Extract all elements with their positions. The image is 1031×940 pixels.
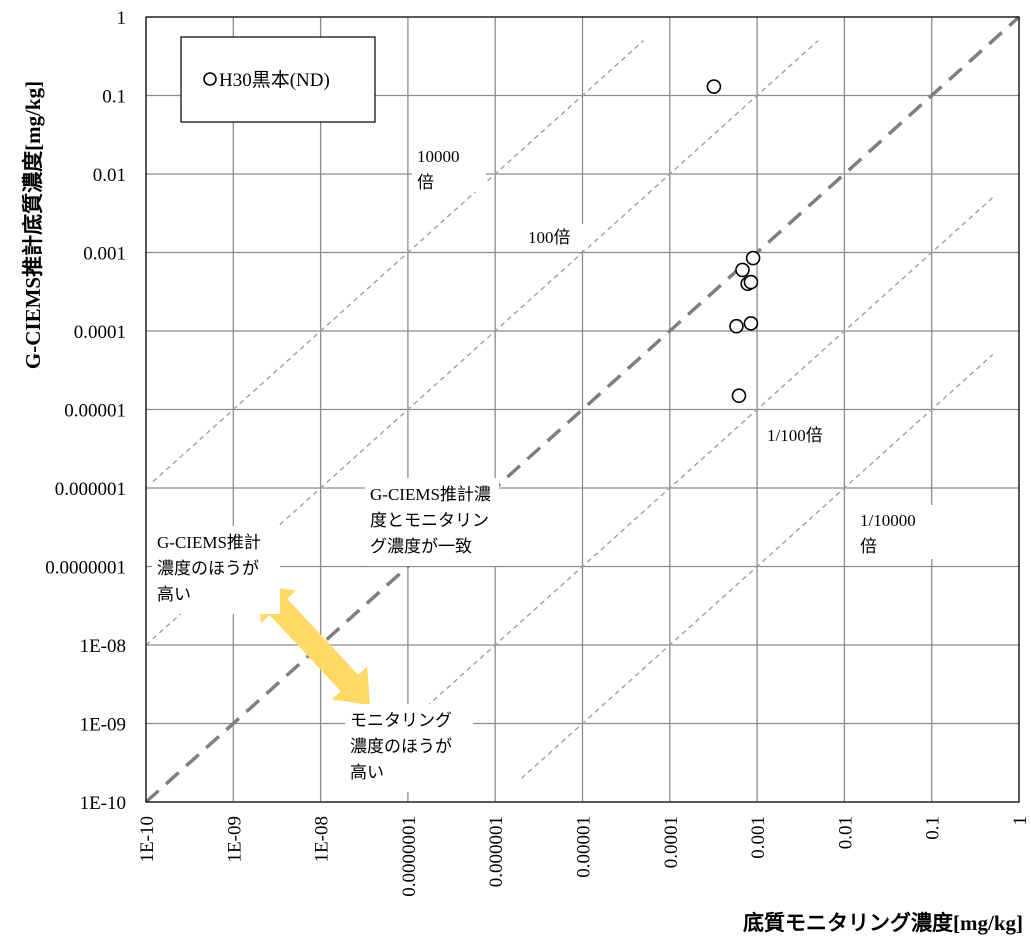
y-tick-label: 1E-08 (80, 636, 126, 657)
y-axis-title: G-CIEMS推計底質濃度[mg/kg] (21, 81, 45, 369)
annotation-background (365, 478, 499, 566)
legend: H30黒本(ND) (180, 36, 376, 123)
annotation-text: 濃度のほうが (350, 737, 452, 756)
annotation-text: 倍 (417, 173, 434, 192)
legend-marker (203, 72, 217, 86)
x-tick-label: 0.000001 (486, 816, 507, 887)
annotation-text: 高い (350, 763, 384, 782)
annotation-text: モニタリング (350, 711, 452, 730)
y-tick-label: 1 (117, 8, 127, 29)
annotation-background (760, 422, 842, 450)
x-tick-labels: 1E-10 1E-09 1E-08 0.0000001 0.000001 0.00001 0… (137, 816, 1031, 897)
x-tick-label: 0.01 (835, 816, 856, 849)
y-tick-label: 0.001 (83, 244, 126, 265)
data-point (745, 250, 761, 266)
x-tick-label: 0.0000001 (399, 816, 420, 897)
annotations: 10000 倍 100倍 1/100倍 1/10000 倍 G-CIEMS推計濃度とモニタリ… (152, 140, 935, 792)
annotation-text: 1/10000 (860, 511, 916, 530)
y-tick-label: 1E-10 (80, 793, 126, 814)
x-tick-label: 0.1 (923, 816, 944, 840)
reference-line (144, 15, 1021, 804)
x-tick-label: 1E-08 (312, 816, 333, 862)
x-tick-label: 1 (1010, 816, 1031, 826)
y-tick-label: 0.00001 (64, 401, 126, 422)
x-tick-label: 1E-09 (224, 816, 245, 862)
data-point (731, 388, 747, 403)
reference-line (521, 354, 994, 779)
annotation-text: グ濃度が一致 (370, 537, 472, 556)
x-tick-label: 1E-10 (137, 816, 158, 862)
data-point (743, 274, 759, 290)
legend-label: H30黒本(ND) (219, 69, 330, 91)
reference-lines (144, 15, 1021, 804)
x-tick-label: 0.001 (748, 816, 769, 859)
double-arrow (258, 585, 370, 705)
y-tick-label: 0.1 (102, 87, 126, 108)
data-point (743, 316, 759, 331)
annotation-text: 100倍 (528, 228, 571, 247)
data-point (706, 79, 722, 94)
plot-area (145, 16, 1020, 803)
reference-line (145, 40, 819, 646)
y-tick-label: 0.000001 (55, 479, 126, 500)
comparison-arrow (258, 585, 370, 705)
annotation-text: G-CIEMS推計濃 (370, 485, 491, 504)
reference-line (152, 40, 644, 483)
annotation-background (412, 140, 486, 192)
annotation-text: 10000 (417, 147, 460, 166)
y-tick-label: 1E-09 (80, 715, 126, 736)
x-tick-label: 0.00001 (574, 816, 595, 878)
annotation-text: G-CIEMS推計 (157, 533, 261, 552)
data-points (706, 79, 761, 403)
annotation-text: 濃度のほうが (157, 559, 259, 578)
annotation-text: 高い (157, 585, 191, 604)
annotation-text: 1/100倍 (767, 426, 823, 445)
annotation-text: 倍 (860, 537, 877, 556)
annotation-background (524, 224, 588, 250)
y-tick-label: 0.0001 (74, 322, 126, 343)
x-axis-title: 底質モニタリング濃度[mg/kg] (743, 911, 1023, 935)
annotation-text: 度とモニタリン (370, 511, 489, 530)
data-point (735, 262, 750, 278)
data-point (729, 318, 744, 334)
y-tick-labels: 1E-10 1E-09 1E-08 0.0000001 0.000001 0.00001 0… (45, 8, 126, 814)
annotation-background (345, 704, 473, 792)
x-tick-label: 0.0001 (661, 816, 682, 868)
annotation-background (853, 505, 935, 559)
annotation-background (152, 526, 280, 614)
reference-line (372, 197, 994, 756)
y-tick-label: 0.0000001 (45, 558, 126, 579)
y-tick-label: 0.01 (93, 165, 126, 186)
